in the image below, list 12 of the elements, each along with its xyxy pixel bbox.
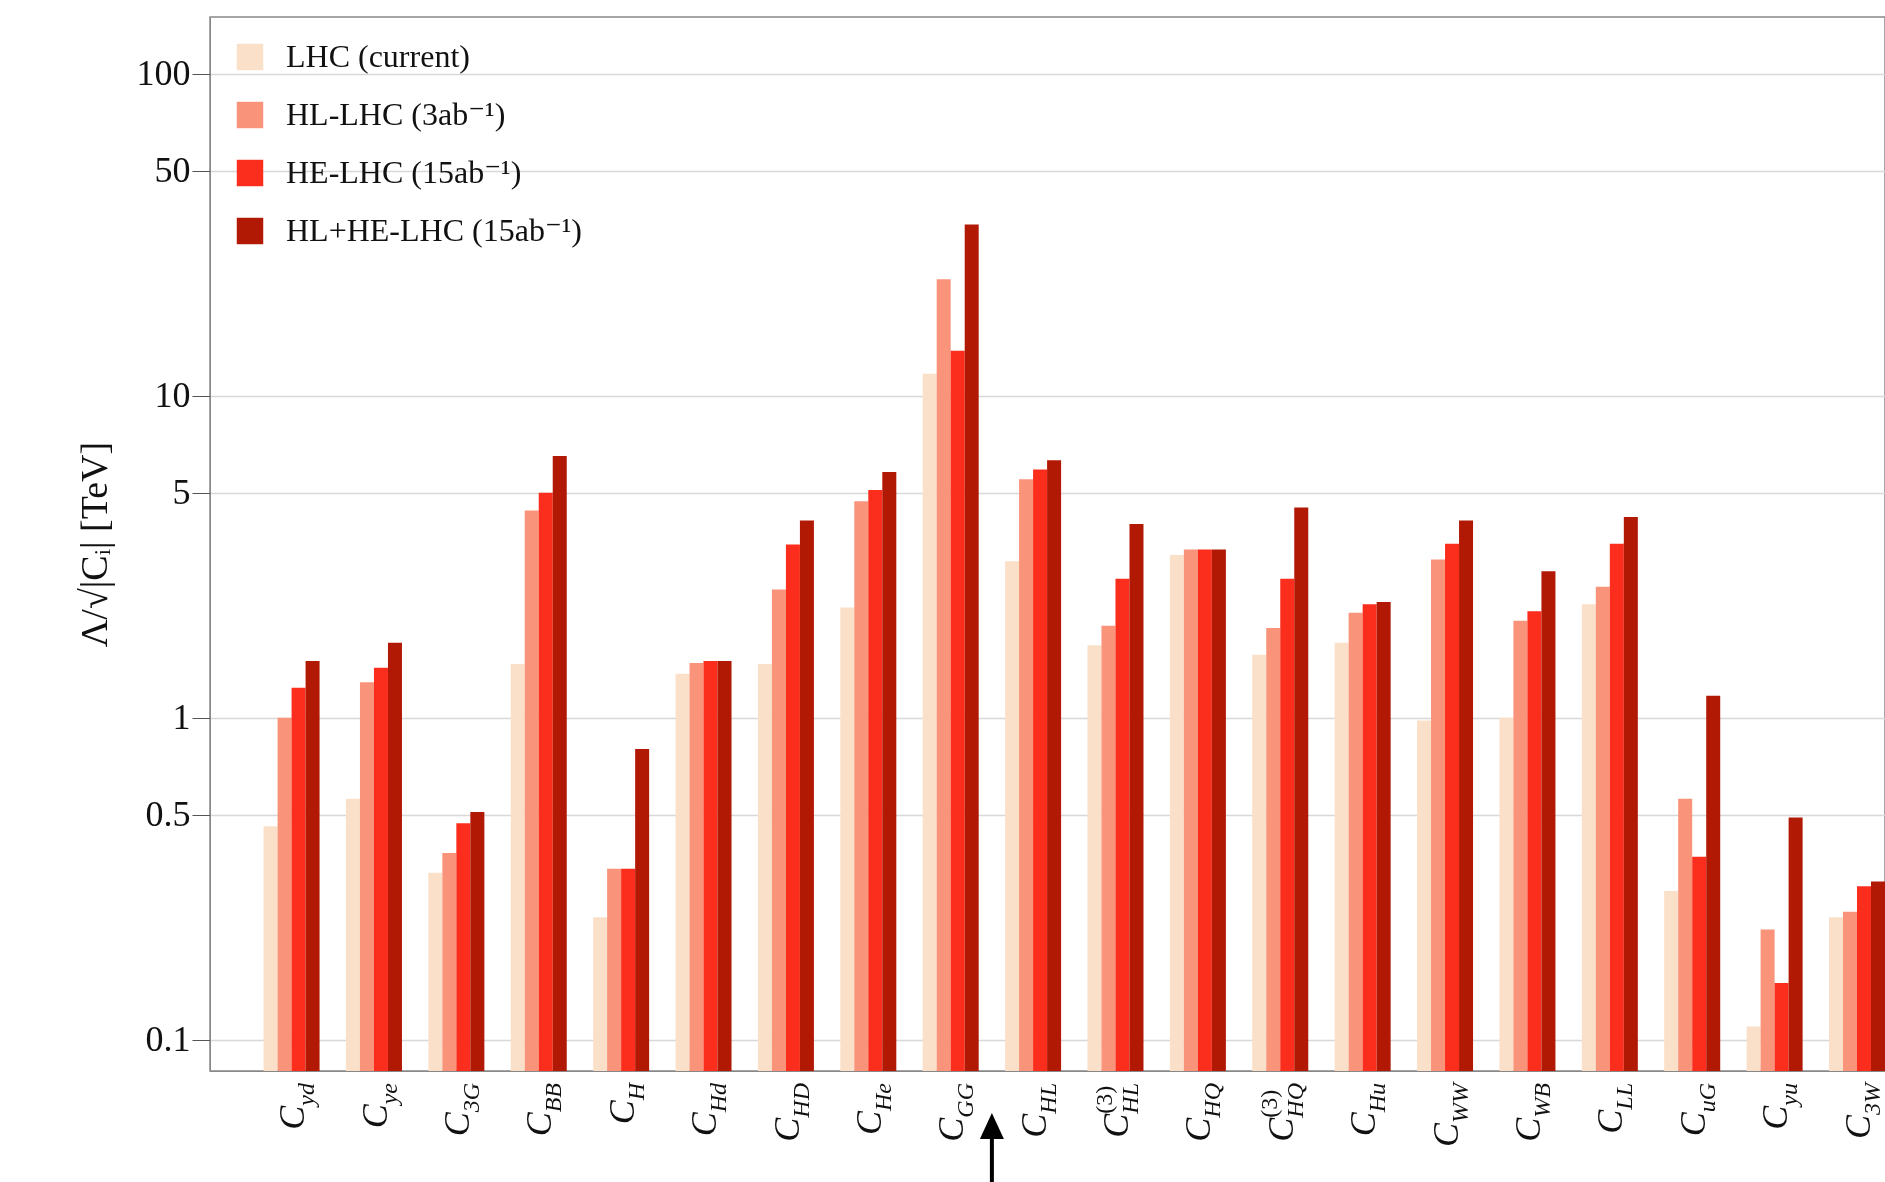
legend-label: HE-LHC (15ab⁻¹) [286,154,522,190]
y-tick-label: 0.5 [145,794,191,835]
y-tick-label: 10 [154,375,191,416]
y-tick-label: 5 [172,472,191,513]
y-tick-label: 1 [172,697,191,738]
y-tick-label: 100 [136,53,191,94]
y-tick-label: 50 [154,150,191,191]
legend-label: HL-LHC (3ab⁻¹) [286,96,506,132]
legend-label: HL+HE-LHC (15ab⁻¹) [286,212,583,248]
y-axis-title: Λ/√|Cᵢ| [TeV] [72,441,115,648]
y-tick-label: 0.1 [145,1019,191,1060]
legend-label: LHC (current) [286,38,470,74]
